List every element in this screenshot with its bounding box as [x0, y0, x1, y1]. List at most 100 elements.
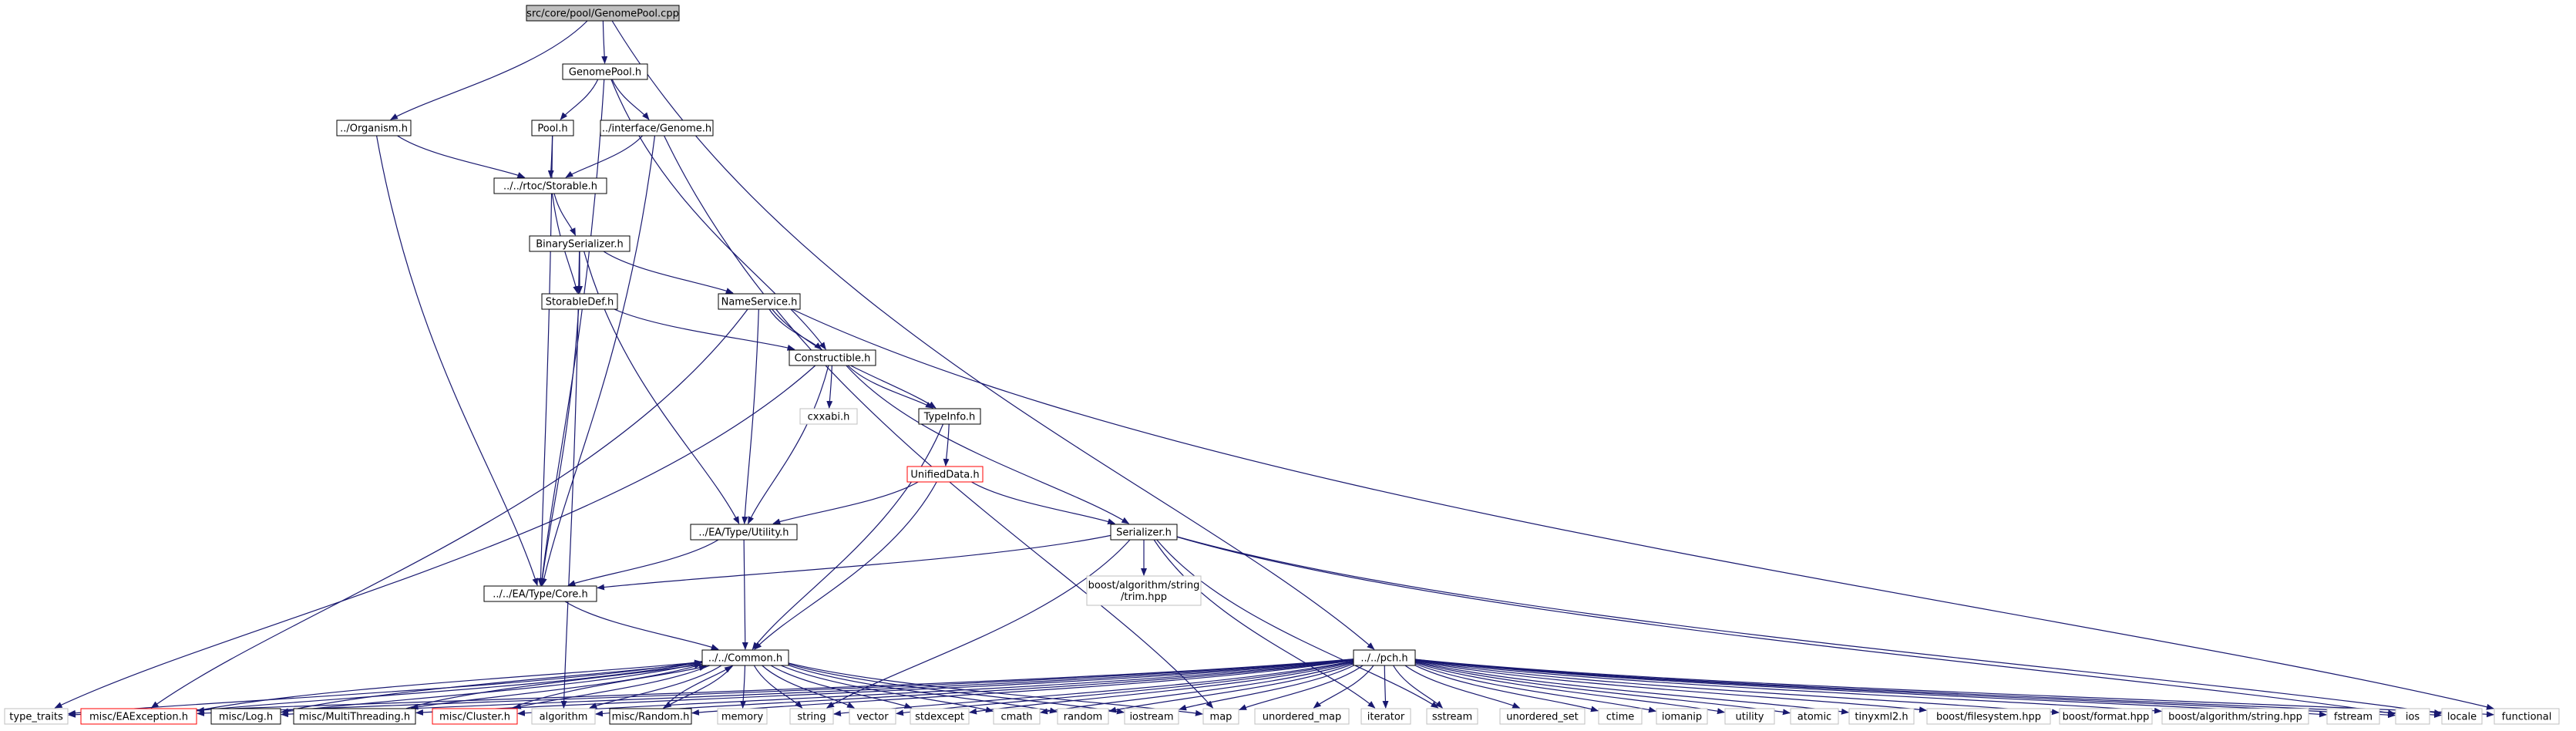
node-string[interactable]: string: [789, 708, 834, 725]
edge-unifieddata_h-to-utility_h: [772, 481, 919, 525]
node-label: NameService.h: [721, 297, 798, 308]
node-unordered-set[interactable]: unordered_set: [1499, 708, 1586, 725]
node-box: [1656, 708, 1708, 725]
node-tinyxml2-h[interactable]: tinyxml2.h: [1848, 708, 1915, 725]
edge-root-to-organism_h: [390, 20, 588, 120]
edge-organism_h-to-core_h: [375, 135, 539, 586]
node-typeinfo-h[interactable]: TypeInfo.h: [918, 408, 981, 425]
node-string-hpp[interactable]: boost/algorithm/string.hpp: [2161, 708, 2309, 725]
node-label: GenomePool.h: [569, 67, 641, 79]
node-genome-h[interactable]: ../interface/Genome.h: [600, 120, 714, 136]
edge-storabledef_h-to-constructible_h: [614, 308, 795, 351]
node-trim-hpp[interactable]: boost/algorithm/string/trim.hpp: [1086, 575, 1202, 606]
edge-pch_h-to-iomanip: [1414, 663, 1656, 713]
edge-unifieddata_h-to-common_h: [754, 481, 937, 650]
node-box: [1598, 708, 1643, 725]
node-memory[interactable]: memory: [717, 708, 768, 725]
node-cmath[interactable]: cmath: [993, 708, 1041, 725]
node-label: type_traits: [9, 712, 63, 723]
node-label: misc/Random.h: [612, 712, 690, 723]
node-label: misc/EAException.h: [89, 712, 188, 723]
node-unordered-map[interactable]: unordered_map: [1254, 708, 1350, 725]
node-label: StorableDef.h: [546, 297, 614, 308]
node-cluster-h[interactable]: misc/Cluster.h: [432, 708, 518, 725]
node-iterator[interactable]: iterator: [1360, 708, 1411, 725]
node-random-h[interactable]: misc/Random.h: [609, 708, 692, 725]
node-box: [531, 708, 596, 725]
edge-pch_h-to-random: [1108, 663, 1354, 713]
node-cxxabi-h[interactable]: cxxabi.h: [799, 408, 858, 425]
node-label: ios: [2406, 712, 2420, 723]
edge-common_h-to-vector: [762, 665, 856, 709]
node-pch-h[interactable]: ../../pch.h: [1353, 649, 1416, 666]
node-label: functional: [2502, 712, 2552, 723]
node-serializer-h[interactable]: Serializer.h: [1110, 524, 1178, 541]
node-random[interactable]: random: [1057, 708, 1109, 725]
node-organism-h[interactable]: ../Organism.h: [336, 120, 412, 136]
node-core-h[interactable]: ../../EA/Type/Core.h: [483, 585, 597, 602]
edge-pch_h-to-utility: [1414, 662, 1725, 715]
edge-binaryserializer_h-to-nameservice_h: [603, 251, 734, 294]
node-format-hpp[interactable]: boost/format.hpp: [2059, 708, 2153, 725]
node-label: map: [1210, 712, 1233, 723]
node-binaryserializer-h[interactable]: BinarySerializer.h: [529, 235, 631, 252]
node-multithreading-h[interactable]: misc/MultiThreading.h: [293, 708, 416, 725]
node-label: Pool.h: [537, 123, 567, 135]
edge-utility_h-to-core_h: [567, 539, 719, 586]
node-box: [336, 120, 412, 136]
node-atomic[interactable]: atomic: [1790, 708, 1839, 725]
node-iomanip[interactable]: iomanip: [1656, 708, 1708, 725]
node-label: string: [797, 712, 826, 723]
edge-constructible_h-to-utility_h: [748, 365, 829, 524]
node-iostream[interactable]: iostream: [1124, 708, 1179, 725]
edge-pch_h-to-cmath: [1040, 662, 1354, 715]
node-box: [1790, 708, 1839, 725]
node-utility-h[interactable]: ../EA/Type/Utility.h: [690, 524, 798, 541]
node-label: src/core/pool/GenomePool.cpp: [526, 8, 679, 20]
node-box: [799, 408, 858, 425]
node-box: [210, 708, 281, 725]
node-stdexcept[interactable]: stdexcept: [910, 708, 970, 725]
node-vector[interactable]: vector: [849, 708, 896, 725]
node-box: [1360, 708, 1411, 725]
edge-serializer_h-to-string: [826, 539, 1131, 709]
edge-pch_h-to-map: [1239, 665, 1364, 710]
node-label: TypeInfo.h: [923, 412, 976, 423]
node-root[interactable]: src/core/pool/GenomePool.cpp: [526, 5, 680, 22]
node-label: misc/MultiThreading.h: [299, 712, 410, 723]
node-box: [531, 120, 574, 136]
node-box: [1124, 708, 1179, 725]
node-common-h[interactable]: ../../Common.h: [701, 649, 789, 666]
node-unifieddata-h[interactable]: UnifiedData.h: [906, 466, 984, 483]
node-type-traits[interactable]: type_traits: [4, 708, 69, 725]
node-box: [2059, 708, 2153, 725]
node-ctime[interactable]: ctime: [1598, 708, 1643, 725]
node-eaexception-h[interactable]: misc/EAException.h: [80, 708, 197, 725]
edge-pch_h-to-multithreading_h: [415, 659, 1354, 716]
node-map[interactable]: map: [1202, 708, 1239, 725]
node-fstream[interactable]: fstream: [2326, 708, 2380, 725]
node-locale[interactable]: locale: [2441, 708, 2483, 725]
node-genomepool-h[interactable]: GenomePool.h: [562, 63, 648, 80]
node-algorithm[interactable]: algorithm: [531, 708, 596, 725]
edge-pch_h-to-algorithm: [595, 659, 1354, 717]
edge-genomepool_h-to-pool_h: [560, 79, 599, 120]
node-nameservice-h[interactable]: NameService.h: [718, 293, 801, 310]
node-sstream[interactable]: sstream: [1426, 708, 1478, 725]
node-storabledef-h[interactable]: StorableDef.h: [541, 293, 618, 310]
node-label: ../../Common.h: [708, 653, 782, 665]
node-log-h[interactable]: misc/Log.h: [210, 708, 281, 725]
node-box: [562, 63, 648, 80]
edge-pch_h-to-cluster_h: [517, 659, 1354, 716]
node-filesystem-hpp[interactable]: boost/filesystem.hpp: [1926, 708, 2051, 725]
node-functional[interactable]: functional: [2494, 708, 2560, 725]
node-utility[interactable]: utility: [1724, 708, 1775, 725]
node-box: [293, 708, 416, 725]
node-pool-h[interactable]: Pool.h: [531, 120, 574, 136]
node-constructible-h[interactable]: Constructible.h: [789, 349, 876, 366]
node-box: [529, 235, 631, 252]
node-ios[interactable]: ios: [2395, 708, 2430, 725]
edge-common_h-to-eaexception_h: [197, 661, 703, 713]
node-storable-h[interactable]: ../../rtoc/Storable.h: [493, 177, 607, 194]
